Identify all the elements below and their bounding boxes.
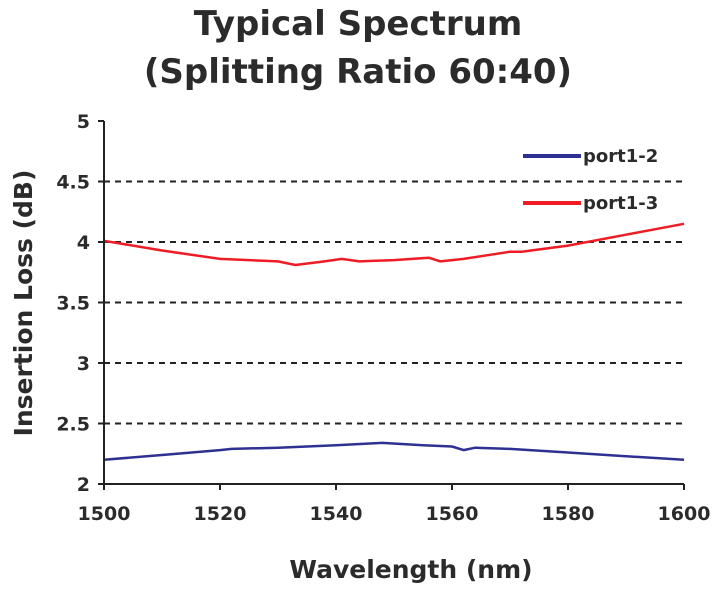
x-axis-label: Wavelength (nm) <box>289 555 532 584</box>
chart-title-line2: (Splitting Ratio 60:40) <box>143 52 573 92</box>
x-tick-label-4: 1580 <box>542 503 595 525</box>
grid-layer <box>104 180 684 425</box>
chart-title-line1: Typical Spectrum <box>193 4 523 44</box>
y-tick-label-6: 5 <box>77 111 90 133</box>
y-tick-label-2: 3 <box>77 353 90 375</box>
y-tick-label-0: 2 <box>77 474 90 496</box>
legend-label-port1-2: port1-2 <box>583 146 658 167</box>
x-tick-label-2: 1540 <box>310 503 363 525</box>
y-tick-label-4: 4 <box>77 232 90 254</box>
y-tick-label-3: 3.5 <box>56 293 90 315</box>
series-line-port1-2 <box>103 441 685 462</box>
y-tick-label-5: 4.5 <box>56 172 90 194</box>
legend-label-port1-3: port1-3 <box>583 193 658 214</box>
y-axis-label: Insertion Loss (dB) <box>9 170 38 437</box>
axes-layer: 2 2.5 3 3.5 4 4.5 5 1500 1520 1540 1560 1580 1600 <box>56 111 710 525</box>
legend: port1-2 port1-3 <box>523 146 658 214</box>
x-tick-label-1: 1520 <box>194 503 247 525</box>
x-tick-label-5: 1600 <box>658 503 711 525</box>
x-tick-label-0: 1500 <box>78 503 131 525</box>
series-layer <box>103 222 685 462</box>
series-line-port1-3 <box>103 222 685 267</box>
x-tick-label-3: 1560 <box>426 503 479 525</box>
y-tick-label-1: 2.5 <box>56 414 90 436</box>
